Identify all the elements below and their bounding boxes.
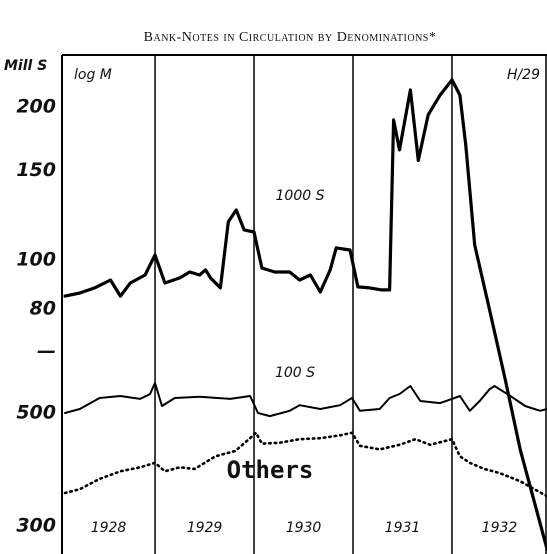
year-label: 1930: [286, 520, 322, 536]
year-label: 1932: [482, 520, 518, 536]
series-line: [63, 431, 547, 498]
y-axis-label: Mill S: [4, 58, 47, 74]
year-label: 1928: [91, 520, 127, 536]
y-tick-label: 200: [16, 95, 56, 117]
annotation: log M: [74, 67, 112, 83]
chart-title: Bank-Notes in Circulation by Denominatio…: [144, 30, 437, 45]
series-line: [64, 381, 547, 418]
annotation: 100 S: [275, 365, 315, 381]
series-line: [63, 78, 547, 551]
y-tick-label: 80: [30, 298, 56, 320]
annotation: Others: [227, 456, 314, 484]
y2-tick-label: 300: [16, 514, 56, 536]
year-label: 1929: [187, 520, 223, 536]
y2-tick-label: 500: [16, 401, 56, 423]
y-tick-label: 100: [16, 248, 56, 270]
y-tick-label: —: [37, 340, 56, 362]
year-label: 1931: [385, 520, 421, 536]
annotation: 1000 S: [276, 188, 325, 204]
y-tick-label: 150: [16, 159, 56, 181]
annotation: H/29: [507, 67, 540, 83]
